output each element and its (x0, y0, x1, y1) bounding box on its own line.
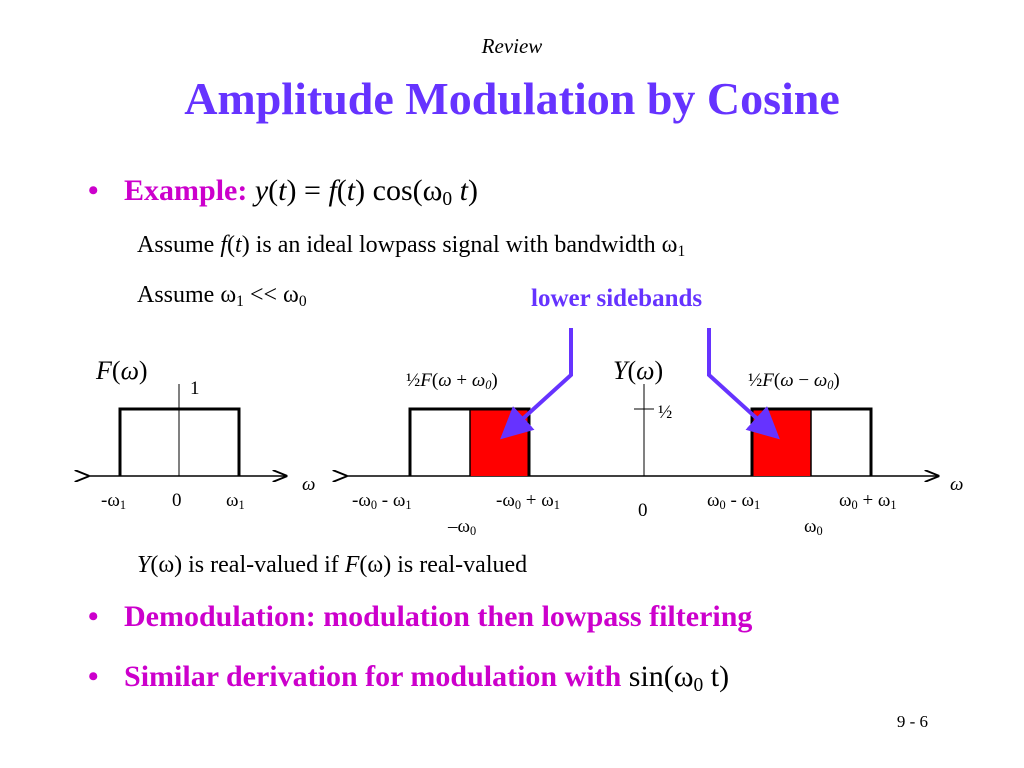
tick-neg-w0: –ω0 (448, 516, 477, 539)
bullet-similar-derivation: • Similar derivation for modulation with… (88, 660, 730, 696)
right-lower-sideband (752, 409, 811, 476)
left-axis-var: ω (302, 474, 316, 495)
sin-expression: sin(ω0 t) (628, 660, 730, 696)
real-valued-note: Y(ω) is real-valued if F(ω) is real-valu… (137, 552, 528, 578)
arrow-to-left-sideband (500, 328, 573, 440)
left-tick-zero: 0 (172, 490, 182, 511)
left-lowpass-rect (118, 407, 241, 476)
right-axis-var: ω (950, 474, 964, 495)
arrow-to-right-sideband (707, 328, 780, 440)
lower-sidebands-label: lower sidebands (531, 285, 703, 312)
right-band-label: ½F(ω − ω0) (748, 370, 840, 393)
demodulation-text: Demodulation: modulation then lowpass fi… (124, 600, 753, 633)
tick-neg-w0-minus-w1: -ω0 - ω1 (352, 490, 412, 513)
page-number: 9 - 6 (896, 712, 928, 731)
assume-inequality: Assume ω1 << ω0 (137, 282, 307, 310)
bullet-dot: • (88, 174, 99, 207)
bullet-demodulation: • Demodulation: modulation then lowpass … (88, 600, 752, 634)
review-label: Review (481, 34, 543, 58)
example-equation: y(t) = f(t) cos(ω0 t) (254, 174, 478, 210)
slide-title: Amplitude Modulation by Cosine (184, 73, 840, 124)
left-peak-label: 1 (190, 378, 200, 399)
bullet-example: • Example: y(t) = f(t) cos(ω0 t) (88, 174, 478, 210)
tick-zero: 0 (638, 500, 648, 521)
tick-w0-plus-w1: ω0 + ω1 (839, 490, 897, 513)
left-band-label: ½F(ω + ω0) (406, 370, 498, 393)
similar-derivation-text: Similar derivation for modulation with (124, 660, 629, 693)
left-plot-title: F(ω) (96, 356, 148, 385)
tick-w0-minus-w1: ω0 - ω1 (707, 490, 761, 513)
bullet-dot: • (88, 600, 99, 633)
right-plot-title: Y(ω) (613, 356, 664, 385)
tick-w0: ω0 (804, 516, 823, 539)
left-tick-neg: -ω1 (101, 490, 127, 513)
assume-bandwidth: Assume f(t) is an ideal lowpass signal w… (137, 232, 686, 260)
bullet-dot: • (88, 660, 99, 693)
half-label: ½ (658, 402, 673, 423)
tick-neg-w0-plus-w1: -ω0 + ω1 (496, 490, 560, 513)
example-label: Example: (124, 174, 248, 207)
left-tick-pos: ω1 (226, 490, 245, 513)
